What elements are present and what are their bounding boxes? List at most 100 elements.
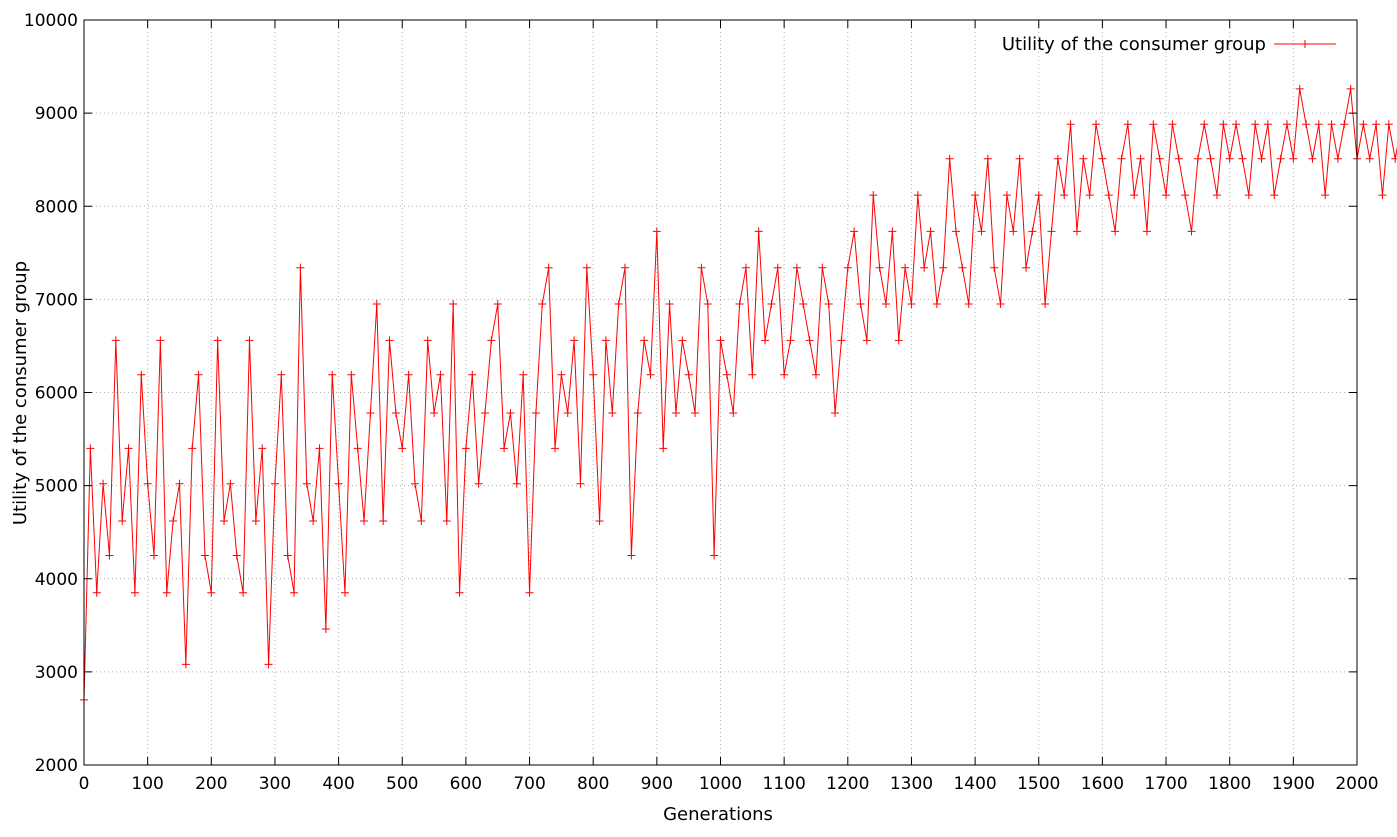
data-point-marker [964, 300, 973, 309]
data-point-marker [1002, 191, 1011, 200]
data-point-marker [150, 551, 159, 560]
data-point-marker [251, 517, 260, 526]
data-point-marker [264, 660, 273, 669]
data-point-marker [748, 370, 757, 379]
data-point-marker [404, 370, 413, 379]
data-point-marker [1200, 120, 1209, 129]
data-point-marker [1333, 154, 1342, 163]
data-point-marker [837, 336, 846, 345]
x-axis-title: Generations [663, 804, 773, 825]
data-point-marker [512, 479, 521, 488]
data-point-marker [366, 408, 375, 417]
data-point-marker [175, 479, 184, 488]
data-point-marker [754, 227, 763, 236]
series-layer [80, 84, 1397, 704]
data-point-marker [601, 336, 610, 345]
data-point-marker [792, 263, 801, 272]
data-point-marker [372, 300, 381, 309]
data-point-marker [321, 625, 330, 634]
data-point-marker [1015, 154, 1024, 163]
data-point-marker [1098, 154, 1107, 163]
x-tick-label: 100 [131, 774, 163, 794]
data-point-marker [1289, 154, 1298, 163]
data-point-marker [519, 370, 528, 379]
data-point-marker [493, 300, 502, 309]
data-point-marker [1187, 227, 1196, 236]
data-point-marker [220, 517, 229, 526]
data-point-marker [130, 588, 139, 597]
data-point-marker [1263, 120, 1272, 129]
data-point-marker [1327, 120, 1336, 129]
data-point-marker [767, 300, 776, 309]
data-point-marker [531, 408, 540, 417]
data-point-marker [1314, 120, 1323, 129]
data-point-marker [901, 263, 910, 272]
data-point-marker [582, 263, 591, 272]
data-point-marker [888, 227, 897, 236]
data-point-marker [786, 336, 795, 345]
data-point-marker [487, 336, 496, 345]
x-tick-label: 300 [259, 774, 291, 794]
data-point-marker [1034, 191, 1043, 200]
data-point-marker [239, 588, 248, 597]
data-point-marker [385, 336, 394, 345]
data-point-marker [691, 408, 700, 417]
data-point-marker [1009, 227, 1018, 236]
data-point-marker [1212, 191, 1221, 200]
data-point-marker [1047, 227, 1056, 236]
data-point-marker [118, 517, 127, 526]
data-point-marker [506, 408, 515, 417]
data-point-marker [652, 227, 661, 236]
data-point-marker [977, 227, 986, 236]
data-point-marker [862, 336, 871, 345]
x-tick-label: 600 [450, 774, 482, 794]
data-point-marker [1072, 227, 1081, 236]
data-point-marker [347, 370, 356, 379]
data-point-marker [1244, 191, 1253, 200]
data-point-marker [1225, 154, 1234, 163]
data-point-marker [722, 370, 731, 379]
data-point-marker [340, 588, 349, 597]
x-tick-label: 1300 [890, 774, 933, 794]
data-point-marker [621, 263, 630, 272]
data-point-marker [270, 479, 279, 488]
y-tick-label: 10000 [24, 11, 78, 31]
data-point-marker [659, 444, 668, 453]
data-point-marker [805, 336, 814, 345]
data-point-marker [1321, 191, 1330, 200]
data-point-marker [99, 479, 108, 488]
data-point-marker [1142, 227, 1151, 236]
data-point-marker [990, 263, 999, 272]
data-point-marker [334, 479, 343, 488]
data-point-marker [945, 154, 954, 163]
data-point-marker [1384, 120, 1393, 129]
x-tick-label: 1800 [1208, 774, 1251, 794]
x-tick-label: 1600 [1081, 774, 1124, 794]
data-point-marker [468, 370, 477, 379]
data-point-marker [773, 263, 782, 272]
data-point-marker [360, 517, 369, 526]
data-point-marker [1219, 120, 1228, 129]
data-point-marker [309, 517, 318, 526]
data-point-marker [1092, 120, 1101, 129]
data-point-marker [1359, 120, 1368, 129]
data-point-marker [741, 263, 750, 272]
data-point-marker [1066, 120, 1075, 129]
data-point-marker [671, 408, 680, 417]
data-point-marker [500, 444, 509, 453]
data-point-marker [799, 300, 808, 309]
data-point-marker [1181, 191, 1190, 200]
data-point-marker [1295, 84, 1304, 93]
y-tick-label: 6000 [35, 384, 78, 404]
data-point-marker [379, 517, 388, 526]
data-point-marker [1282, 120, 1291, 129]
data-point-marker [162, 588, 171, 597]
y-tick-label: 3000 [35, 663, 78, 683]
data-point-marker [1168, 120, 1177, 129]
data-point-marker [398, 444, 407, 453]
legend: Utility of the consumer group [1002, 34, 1336, 55]
data-point-marker [1053, 154, 1062, 163]
data-point-marker [194, 370, 203, 379]
data-point-marker [1365, 154, 1374, 163]
x-tick-label: 1200 [826, 774, 869, 794]
